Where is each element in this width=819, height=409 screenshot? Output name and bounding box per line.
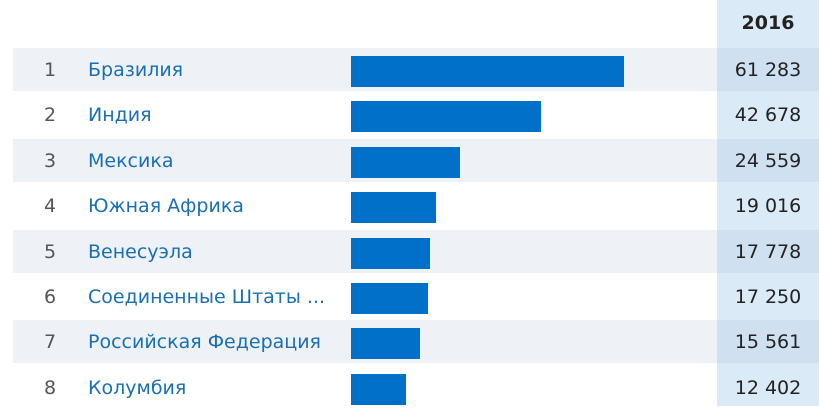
country-link[interactable]: Венесуэла bbox=[88, 240, 193, 263]
rank-number: 2 bbox=[43, 103, 57, 126]
rank-number: 1 bbox=[43, 58, 57, 81]
table-row: 5 Венесуэла 17 778 bbox=[13, 230, 819, 273]
table-row: 6 Соединенные Штаты ... 17 250 bbox=[13, 275, 819, 318]
rank-number: 5 bbox=[43, 240, 57, 263]
value-label: 42 678 bbox=[734, 103, 802, 126]
year-column-header[interactable]: 2016 bbox=[741, 11, 795, 34]
country-link[interactable]: Индия bbox=[88, 103, 152, 126]
rank-number: 3 bbox=[43, 149, 57, 172]
bar bbox=[351, 328, 420, 359]
table-row: 4 Южная Африка 19 016 bbox=[13, 184, 819, 227]
rank-number: 6 bbox=[43, 285, 57, 308]
value-label: 24 559 bbox=[734, 149, 802, 172]
year-cell-background bbox=[717, 139, 819, 182]
country-link[interactable]: Мексика bbox=[88, 149, 174, 172]
table-row: 8 Колумбия 12 402 bbox=[13, 366, 819, 409]
table-row: 1 Бразилия 61 283 bbox=[13, 48, 819, 91]
value-label: 17 778 bbox=[734, 240, 802, 263]
rank-number: 7 bbox=[43, 330, 57, 353]
bar bbox=[351, 283, 428, 314]
country-link[interactable]: Соединенные Штаты ... bbox=[88, 285, 326, 308]
country-link[interactable]: Российская Федерация bbox=[88, 330, 321, 353]
rank-number: 8 bbox=[43, 376, 57, 399]
value-label: 15 561 bbox=[734, 330, 802, 353]
country-link[interactable]: Бразилия bbox=[88, 58, 184, 81]
year-cell-background bbox=[717, 320, 819, 363]
bar bbox=[351, 374, 406, 405]
table-row: 2 Индия 42 678 bbox=[13, 93, 819, 136]
rank-number: 4 bbox=[43, 194, 57, 217]
value-label: 19 016 bbox=[734, 194, 802, 217]
value-label: 61 283 bbox=[734, 58, 802, 81]
country-link[interactable]: Колумбия bbox=[88, 376, 187, 399]
bar bbox=[351, 56, 624, 87]
value-label: 17 250 bbox=[734, 285, 802, 308]
year-cell-background bbox=[717, 230, 819, 273]
bar bbox=[351, 101, 541, 132]
value-label: 12 402 bbox=[734, 376, 802, 399]
bar bbox=[351, 192, 436, 223]
bar bbox=[351, 147, 460, 178]
country-link[interactable]: Южная Африка bbox=[88, 194, 244, 217]
bar bbox=[351, 238, 430, 269]
year-cell-background bbox=[717, 48, 819, 91]
table-row: 7 Российская Федерация 15 561 bbox=[13, 320, 819, 363]
table-row: 3 Мексика 24 559 bbox=[13, 139, 819, 182]
